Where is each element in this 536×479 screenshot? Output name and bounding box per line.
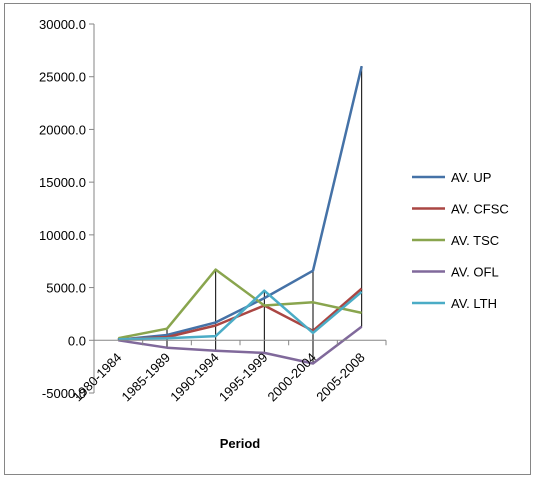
x-tick-label: 1995-1999 [216, 350, 271, 405]
series-line [118, 325, 363, 365]
legend: AV. UP AV. CFSC AV. TSC AV. OFL AV. LTH [412, 170, 509, 311]
y-tick-label: -5000.0 [42, 386, 86, 401]
x-axis-title: Period [220, 436, 261, 451]
legend-entry: AV. LTH [451, 296, 497, 311]
legend-entry: AV. OFL [451, 265, 499, 280]
y-tick-label: 15000.0 [39, 175, 86, 190]
series-lines [118, 65, 363, 365]
x-tick-label: 1990-1994 [167, 350, 222, 405]
y-tick-label: 0.0 [68, 333, 86, 348]
x-tick-label: 1980-1984 [70, 350, 125, 405]
legend-entry: AV. TSC [451, 233, 499, 248]
y-tick-label: 25000.0 [39, 70, 86, 85]
y-axis-tick-labels: -5000.0 0.0 5000.0 10000.0 15000.0 20000.0 250… [39, 17, 94, 401]
series-line [118, 65, 363, 342]
y-tick-label: 10000.0 [39, 228, 86, 243]
y-tick-label: 20000.0 [39, 122, 86, 137]
series-line [118, 289, 363, 341]
legend-entry: AV. CFSC [451, 202, 509, 217]
legend-entry: AV. UP [451, 170, 491, 185]
y-tick-label: 5000.0 [46, 281, 86, 296]
x-axis-tick-labels: 1980-19841985-19891990-19941995-19992000… [70, 340, 387, 405]
series-line [118, 268, 362, 340]
y-tick-label: 30000.0 [39, 17, 86, 32]
x-tick-label: 1985-1989 [119, 350, 174, 405]
